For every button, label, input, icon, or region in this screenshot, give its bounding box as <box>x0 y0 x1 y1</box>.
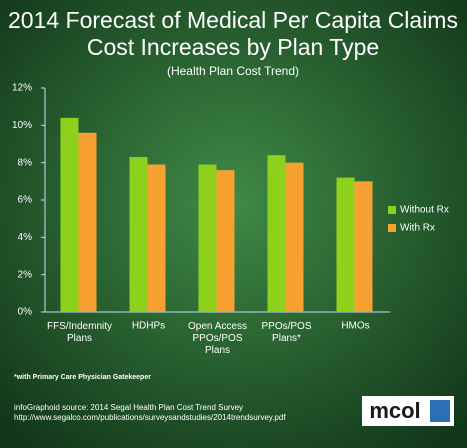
y-tick-label: 6% <box>18 195 33 206</box>
legend-label: With Rx <box>400 223 435 234</box>
x-tick-label: Open Access PPOs/POS Plans <box>188 321 247 356</box>
chart-title: 2014 Forecast of Medical Per Capita Clai… <box>8 7 458 60</box>
y-tick-label: 12% <box>12 83 32 94</box>
x-tick-label: HDHPs <box>132 321 165 332</box>
chart-subtitle: (Health Plan Cost Trend) <box>167 64 299 78</box>
y-tick-label: 0% <box>18 307 33 318</box>
y-tick-label: 2% <box>18 269 33 280</box>
bar <box>78 132 97 312</box>
legend-label: Without Rx <box>400 205 449 216</box>
bar <box>198 164 217 312</box>
bar <box>216 170 235 312</box>
bar <box>267 155 286 312</box>
y-tick-label: 8% <box>18 157 33 168</box>
legend-swatch <box>388 224 396 232</box>
logo-icon <box>430 400 450 422</box>
bar <box>336 177 355 312</box>
bar <box>147 164 166 312</box>
bar <box>285 162 304 312</box>
footnote: *with Primary Care Physician Gatekeeper <box>14 374 151 381</box>
y-tick-label: 10% <box>12 120 32 131</box>
logo: mcol <box>369 398 420 423</box>
source-url: http://www.segalco.com/publications/surv… <box>14 413 286 422</box>
x-tick-label: FFS/Indemnity Plans <box>47 321 112 344</box>
x-tick-label: PPOs/POS Plans* <box>261 321 311 344</box>
bar <box>60 117 79 312</box>
x-tick-label: HMOs <box>341 321 369 332</box>
bar <box>354 181 373 312</box>
y-tick-label: 4% <box>18 232 33 243</box>
source: infoGraphoid source: 2014 Segal Health P… <box>14 403 243 412</box>
legend-swatch <box>388 206 396 214</box>
bar <box>129 157 148 312</box>
